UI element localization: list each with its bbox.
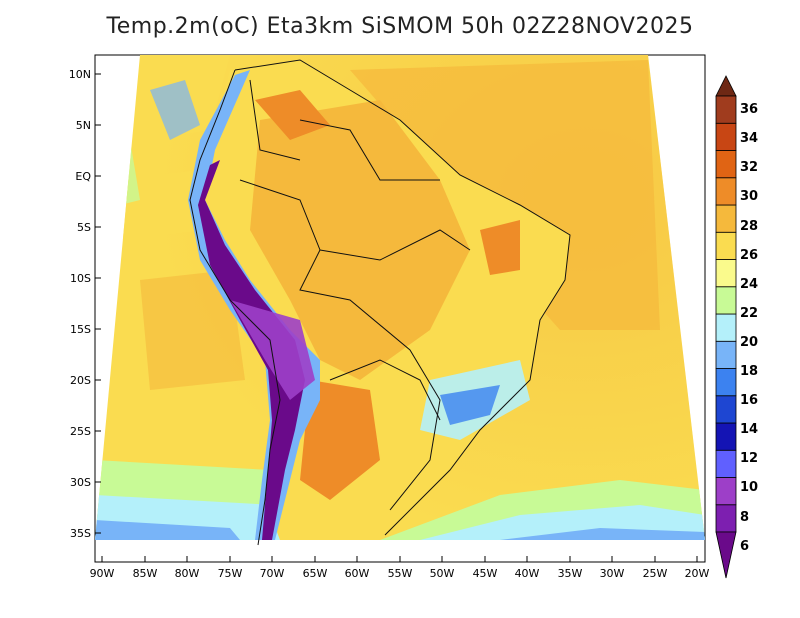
colorbar-min-triangle	[715, 531, 737, 579]
latitude-axis: 10N 5N EQ 5S 10S 15S 20S 25S 30S 35S	[69, 68, 101, 540]
lat-label-5s: 5S	[77, 221, 91, 234]
colorbar-label-10: 10	[740, 480, 758, 495]
colorbar-label-16: 16	[740, 393, 758, 408]
colorbar-swatch	[715, 259, 737, 288]
temperature-field	[95, 55, 705, 540]
colorbar-swatch	[715, 150, 737, 179]
lat-label-5n: 5N	[76, 119, 91, 132]
lon-label-20w: 20W	[685, 567, 710, 580]
lat-label-eq: EQ	[75, 170, 91, 183]
lon-label-70w: 70W	[260, 567, 285, 580]
longitude-axis: 90W 85W 80W 75W 70W 65W 60W 55W 50W 45W …	[90, 556, 710, 580]
colorbar-label-6: 6	[740, 539, 749, 554]
colorbar-swatch	[715, 395, 737, 424]
lat-label-15s: 15S	[70, 323, 91, 336]
lon-label-85w: 85W	[133, 567, 158, 580]
colorbar-label-12: 12	[740, 451, 758, 466]
colorbar-swatch	[715, 177, 737, 206]
lat-label-30s: 30S	[70, 476, 91, 489]
colorbar-swatch	[715, 286, 737, 315]
colorbar-label-24: 24	[740, 277, 758, 292]
colorbar-swatch	[715, 422, 737, 451]
colorbar-label-14: 14	[740, 422, 758, 437]
colorbar-label-30: 30	[740, 189, 758, 204]
colorbar-swatch	[715, 368, 737, 397]
lat-label-20s: 20S	[70, 374, 91, 387]
lon-label-40w: 40W	[515, 567, 540, 580]
colorbar-swatch	[715, 231, 737, 260]
map-title: Temp.2m(oC) Eta3km SiSMOM 50h 02Z28NOV20…	[106, 14, 694, 39]
colorbar-swatch	[715, 122, 737, 151]
lat-label-10s: 10S	[70, 272, 91, 285]
lon-label-80w: 80W	[175, 567, 200, 580]
colorbar-swatch	[715, 340, 737, 369]
colorbar-swatch	[715, 95, 737, 124]
lon-label-35w: 35W	[558, 567, 583, 580]
colorbar-label-18: 18	[740, 364, 758, 379]
colorbar-max-triangle	[715, 75, 737, 97]
colorbar-label-20: 20	[740, 335, 758, 350]
lon-label-45w: 45W	[473, 567, 498, 580]
colorbar: 36 34 32 30 28 26 24 22 20 18 16 14 12 1…	[715, 75, 758, 579]
colorbar-swatch	[715, 504, 737, 533]
colorbar-label-8: 8	[740, 510, 749, 525]
lat-label-35s: 35S	[70, 527, 91, 540]
lat-label-25s: 25S	[70, 425, 91, 438]
lat-label-10n: 10N	[69, 68, 91, 81]
colorbar-label-28: 28	[740, 219, 758, 234]
colorbar-swatch	[715, 204, 737, 233]
country-borders	[189, 59, 571, 546]
colorbar-label-22: 22	[740, 306, 758, 321]
colorbar-label-34: 34	[740, 131, 758, 146]
lon-label-55w: 55W	[388, 567, 413, 580]
colorbar-label-26: 26	[740, 248, 758, 263]
lon-label-60w: 60W	[345, 567, 370, 580]
colorbar-label-32: 32	[740, 160, 758, 175]
colorbar-swatch	[715, 449, 737, 478]
lon-label-50w: 50W	[430, 567, 455, 580]
colorbar-swatch	[715, 313, 737, 342]
lon-label-30w: 30W	[600, 567, 625, 580]
lon-label-65w: 65W	[303, 567, 328, 580]
lon-label-90w: 90W	[90, 567, 115, 580]
colorbar-label-36: 36	[740, 102, 758, 117]
lon-label-25w: 25W	[643, 567, 668, 580]
lon-label-75w: 75W	[218, 567, 243, 580]
colorbar-swatch	[715, 477, 737, 506]
